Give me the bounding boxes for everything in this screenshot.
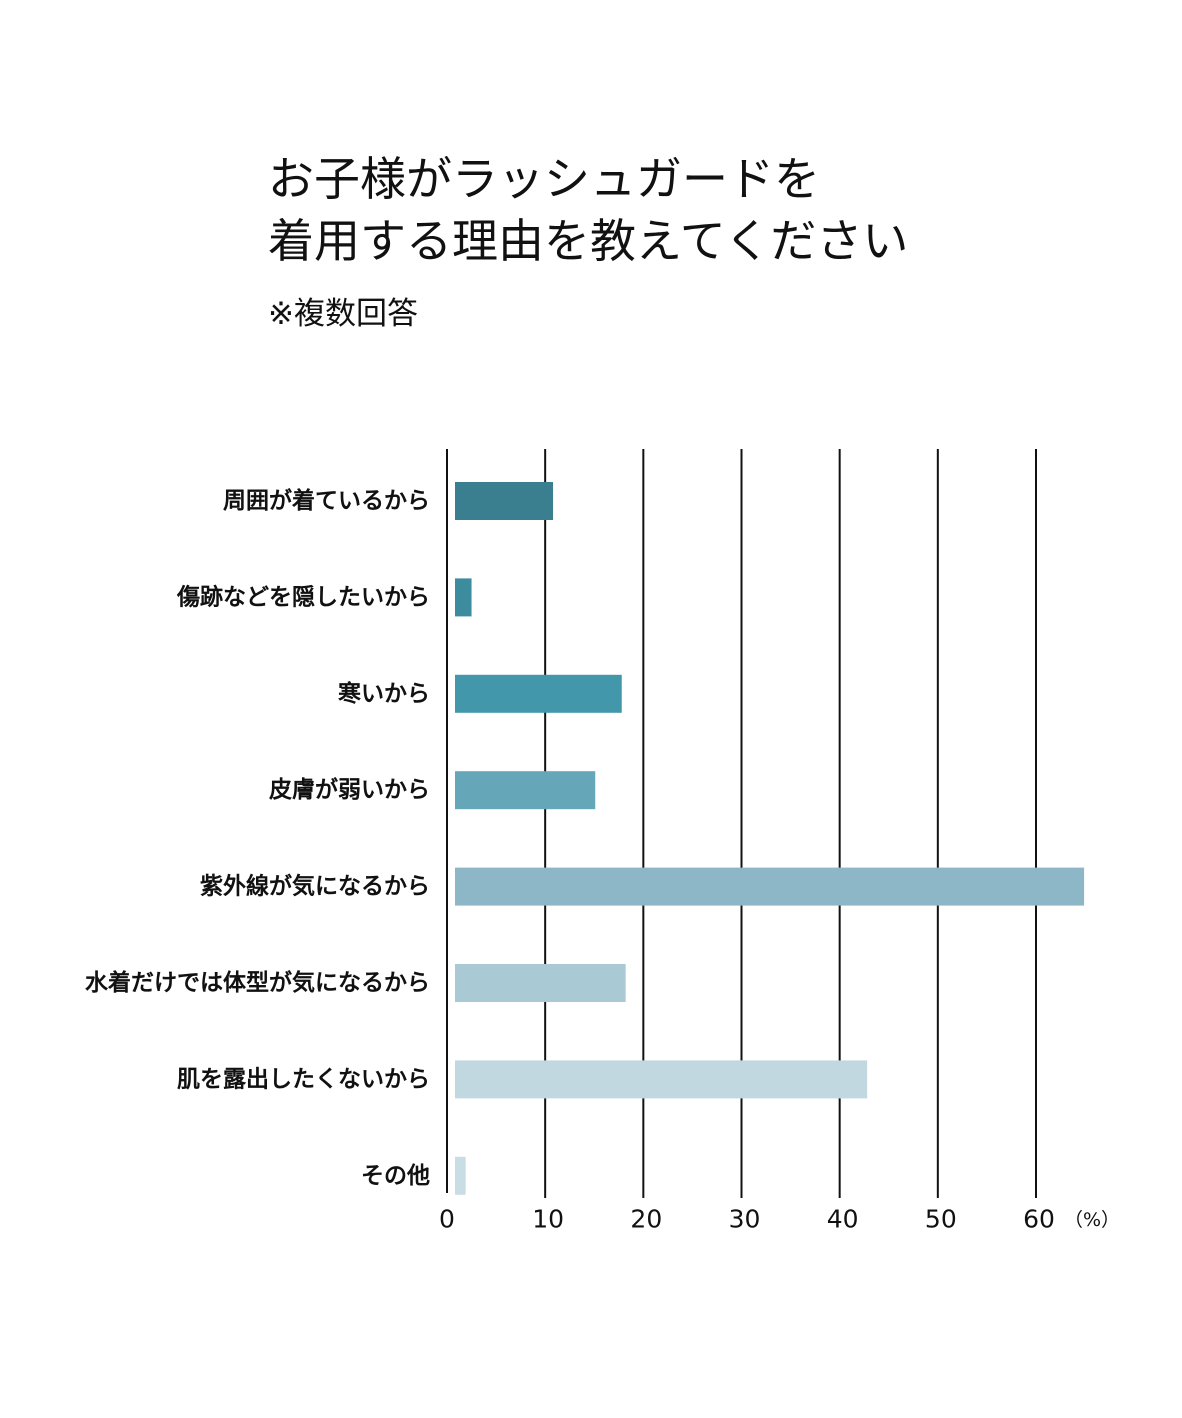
x-tick-label: 20 [630,1205,662,1234]
bars [455,482,1085,1195]
bar [455,482,554,520]
bar [455,771,596,810]
chart-title: お子様がラッシュガードを 着用する理由を教えてください [268,148,908,272]
bar [455,578,472,617]
x-unit-label: （%） [1064,1209,1120,1231]
bar [455,674,622,713]
category-label: 周囲が着ているから [223,487,430,514]
bar [455,1060,868,1099]
chart-title-line-1: お子様がラッシュガードを [268,152,820,206]
category-labels: 周囲が着ているから傷跡などを隠したいから寒いから皮膚が弱いから紫外線が気になるか… [85,487,430,1189]
bar [455,964,626,1002]
x-tick-label: 50 [925,1205,957,1234]
x-tick-label: 10 [532,1205,564,1234]
chart-title-line-2: 着用する理由を教えてください [268,214,909,268]
category-label: その他 [361,1163,430,1189]
category-label: 紫外線が気になるから [200,873,430,900]
x-tick-label: 30 [729,1205,761,1234]
category-label: 肌を露出したくないから [177,1066,430,1092]
bar [455,867,1085,906]
chart-subtitle: ※複数回答 [268,296,418,332]
x-tick-label: 60 [1023,1205,1055,1234]
category-label: 傷跡などを隠したいから [176,583,430,610]
category-label: 皮膚が弱いから [269,776,430,803]
bar [455,1156,466,1195]
category-label: 寒いから [338,680,430,707]
x-tick-label: 40 [827,1205,859,1234]
x-tick-label: 0 [439,1205,455,1234]
category-label: 水着だけでは体型が気になるから [85,969,430,996]
x-tick-labels: 0 10 20 30 40 50 60 [439,1205,1055,1234]
